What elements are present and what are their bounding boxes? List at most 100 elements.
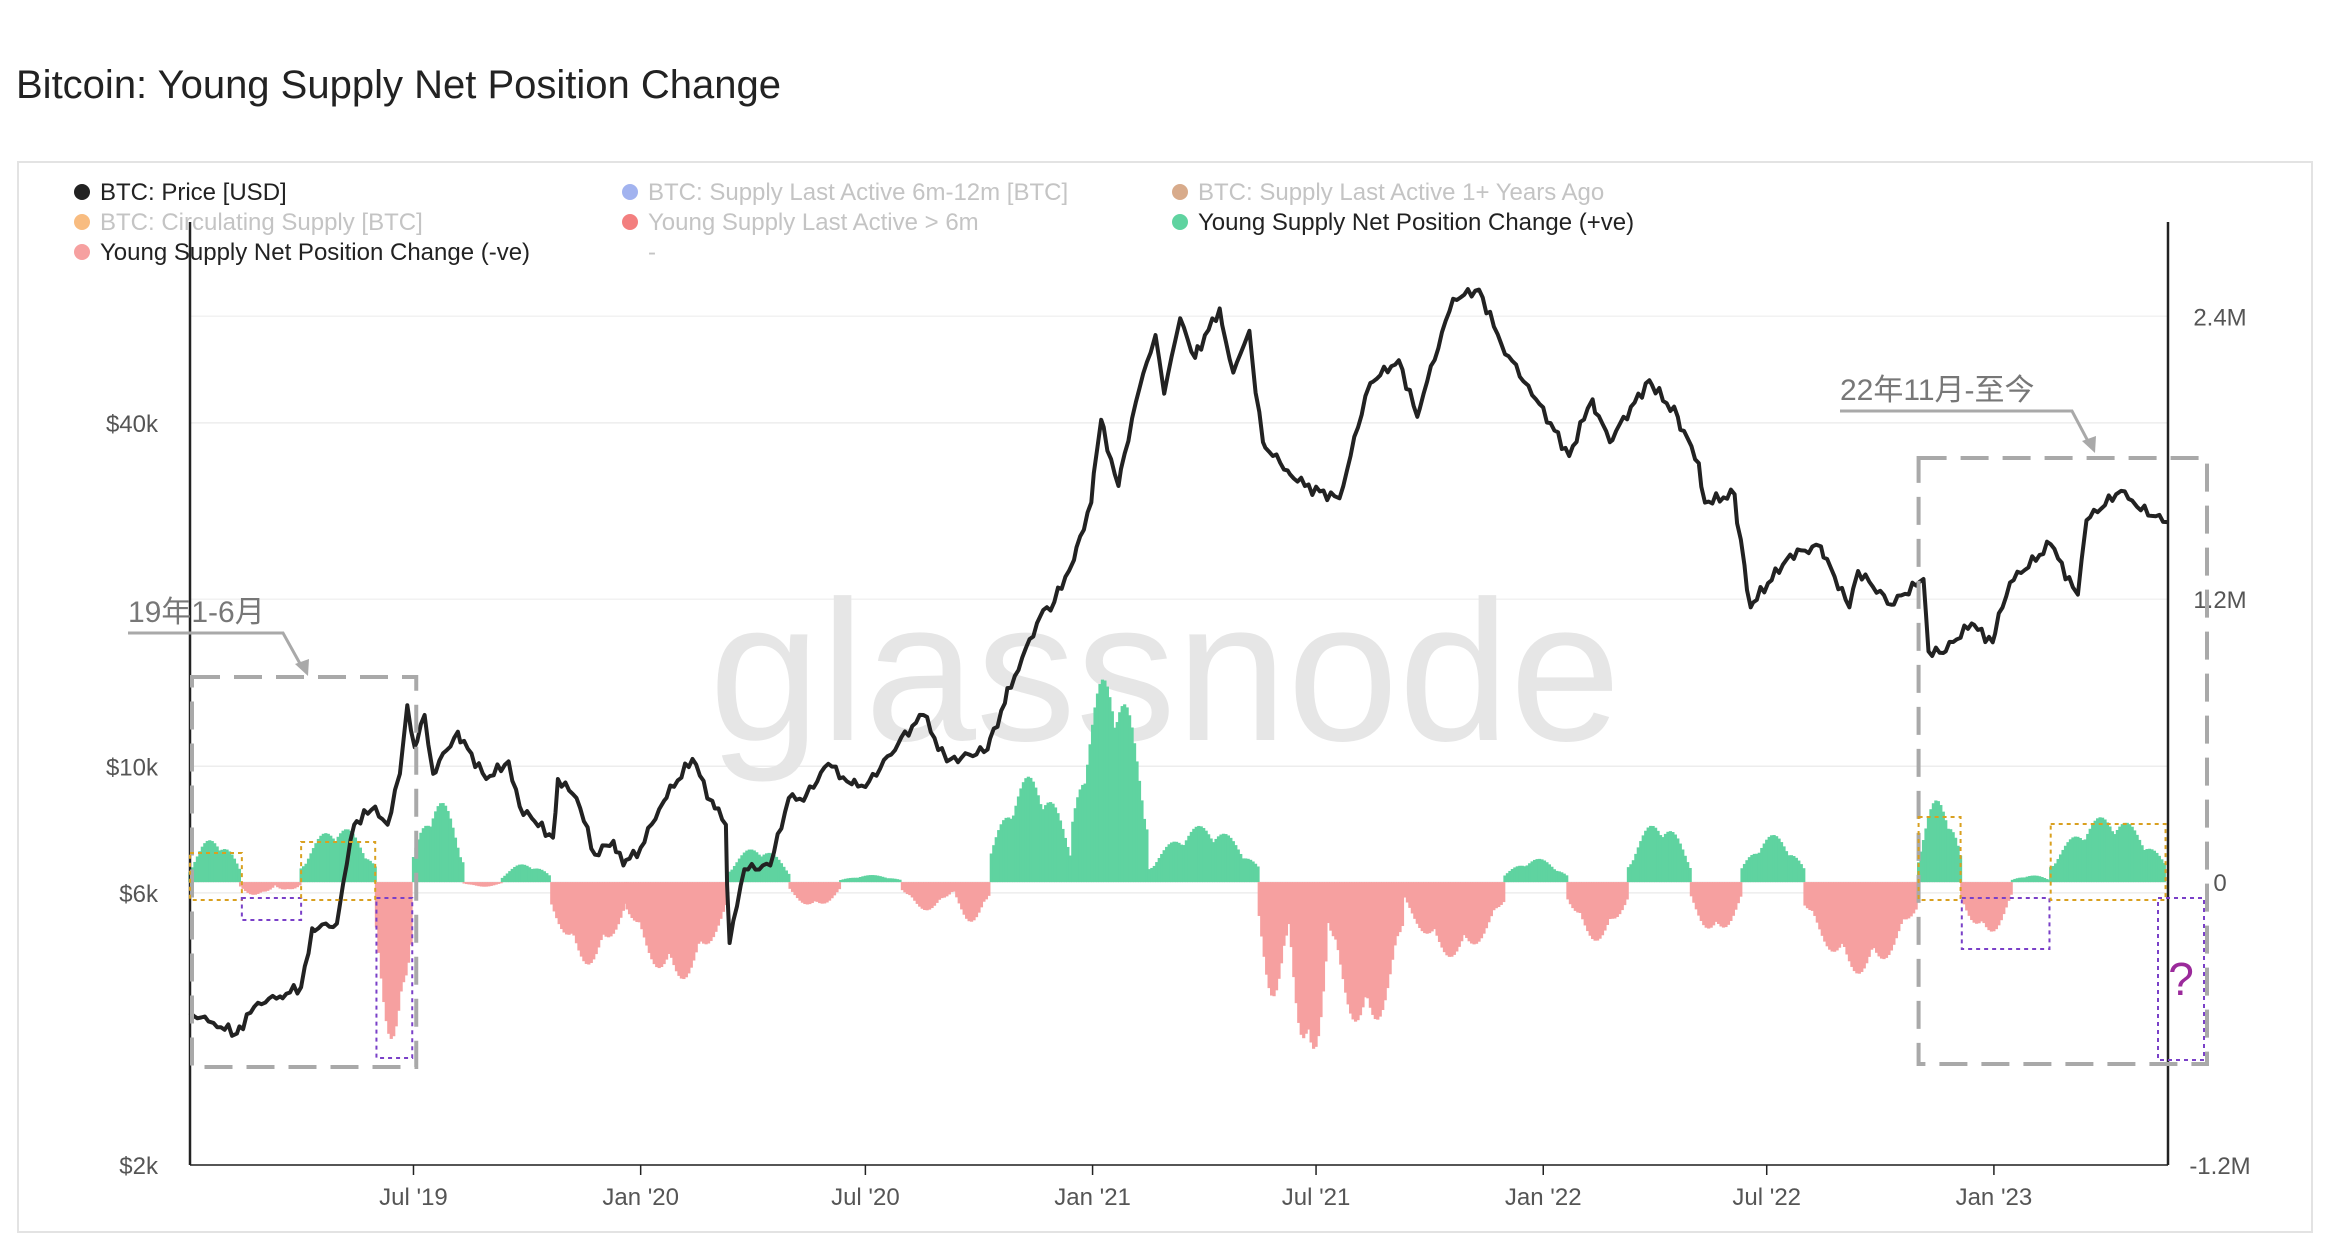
- bar-positive: [1184, 840, 1189, 883]
- bar-negative: [1699, 882, 1703, 922]
- bar-negative: [462, 882, 466, 884]
- bar-negative: [1875, 882, 1879, 953]
- bar-negative: [810, 882, 814, 904]
- legend-item[interactable]: Young Supply Last Active > 6m: [622, 209, 979, 236]
- bar-negative: [1984, 882, 1989, 928]
- bar-positive: [1051, 803, 1055, 883]
- annotation-label-2022: 22年11月-至今: [1840, 374, 2035, 407]
- legend-item[interactable]: -: [648, 239, 656, 266]
- bar-negative: [803, 882, 807, 905]
- legend-item[interactable]: Young Supply Net Position Change (+ve): [1172, 209, 1634, 236]
- bar-positive: [1187, 835, 1191, 883]
- bar-positive: [1172, 841, 1176, 883]
- bar-positive: [1174, 841, 1179, 883]
- bar-positive: [1789, 855, 1794, 883]
- bar-negative: [798, 882, 802, 901]
- bar-negative: [1815, 882, 1819, 923]
- bar-negative: [1368, 882, 1372, 1008]
- bar-negative: [587, 882, 591, 965]
- bar-positive: [456, 847, 460, 883]
- bar-negative: [494, 882, 498, 885]
- bar-negative: [1897, 882, 1901, 932]
- bar-negative: [1588, 882, 1592, 936]
- bar-negative: [952, 882, 956, 892]
- bar-positive: [1019, 788, 1023, 883]
- legend-item[interactable]: Young Supply Net Position Change (-ve): [74, 239, 530, 266]
- bar-positive: [1157, 858, 1161, 883]
- bar-positive: [336, 836, 340, 883]
- bar-positive: [2045, 879, 2049, 883]
- bar-negative: [567, 882, 571, 935]
- bar-negative: [1425, 882, 1429, 934]
- bar-negative: [1694, 882, 1698, 910]
- bar-positive: [1236, 849, 1240, 883]
- bar-positive: [1041, 809, 1045, 883]
- bar-positive: [876, 875, 880, 883]
- bar-positive: [883, 877, 887, 883]
- bar-negative: [827, 882, 832, 901]
- bar-positive: [1641, 835, 1645, 883]
- bar-positive: [2028, 876, 2032, 883]
- bar-positive: [2142, 849, 2147, 883]
- bar-positive: [532, 868, 537, 883]
- bar-positive: [1110, 711, 1114, 883]
- bar-negative: [1499, 882, 1503, 905]
- bar-positive: [193, 861, 197, 883]
- bar-positive: [237, 868, 241, 883]
- bar-positive: [1668, 831, 1673, 883]
- bar-negative: [1270, 882, 1274, 996]
- bar-negative: [604, 882, 608, 937]
- bar-negative: [900, 882, 905, 891]
- bar-negative: [241, 882, 245, 889]
- bar-negative: [974, 882, 979, 918]
- bar-positive: [1145, 829, 1149, 883]
- bar-positive: [1532, 859, 1537, 883]
- bar-positive: [1118, 712, 1122, 883]
- bar-negative: [1479, 882, 1484, 939]
- bar-negative: [263, 882, 267, 892]
- bar-positive: [309, 853, 313, 883]
- bar-positive: [1014, 805, 1018, 883]
- bar-positive: [878, 876, 882, 883]
- bar-negative: [905, 882, 909, 895]
- bar-negative: [2004, 882, 2008, 908]
- bar-positive: [1767, 836, 1771, 883]
- bar-negative: [1835, 882, 1839, 951]
- bar-positive: [2025, 876, 2029, 883]
- bar-positive: [458, 857, 463, 883]
- bar-positive: [2103, 819, 2107, 883]
- bar-negative: [1603, 882, 1607, 931]
- bar-positive: [1639, 841, 1643, 883]
- bar-negative: [1423, 882, 1427, 934]
- legend-item[interactable]: BTC: Price [USD]: [74, 179, 287, 206]
- bar-negative: [790, 882, 795, 892]
- bar-positive: [2162, 863, 2166, 883]
- bar-negative: [937, 882, 942, 900]
- bar-positive: [2093, 820, 2097, 883]
- bar-positive: [1229, 837, 1233, 883]
- bar-positive: [2105, 822, 2110, 883]
- bar-positive: [2130, 826, 2134, 883]
- bar-positive: [311, 848, 316, 883]
- bar-negative: [557, 882, 561, 925]
- bar-positive: [419, 832, 423, 883]
- bar-negative: [621, 882, 625, 911]
- bar-positive: [1137, 780, 1142, 883]
- bar-negative: [632, 882, 637, 921]
- bar-positive: [1083, 783, 1087, 883]
- bar-positive: [535, 868, 539, 883]
- bar-negative: [1842, 882, 1847, 948]
- legend-item[interactable]: BTC: Supply Last Active 1+ Years Ago: [1172, 179, 1604, 206]
- bar-positive: [1661, 837, 1665, 883]
- bar-positive: [1794, 857, 1798, 883]
- legend-item[interactable]: BTC: Circulating Supply [BTC]: [74, 209, 423, 236]
- bar-positive: [1686, 862, 1690, 883]
- bar-negative: [1460, 882, 1464, 942]
- bar-positive: [1649, 825, 1653, 883]
- bar-negative: [1625, 882, 1629, 900]
- legend[interactable]: BTC: Price [USD] BTC: Supply Last Active …: [74, 179, 1634, 266]
- legend-item[interactable]: BTC: Supply Last Active 6m-12m [BTC]: [622, 179, 1068, 206]
- bar-negative: [1349, 882, 1353, 1014]
- bar-negative: [1566, 882, 1570, 900]
- bar-negative: [1331, 882, 1335, 937]
